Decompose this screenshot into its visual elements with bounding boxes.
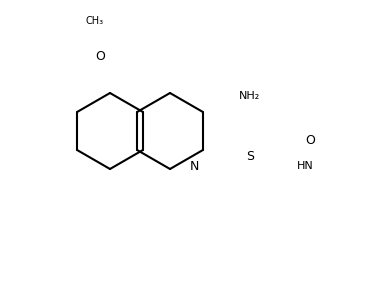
Text: CH₃: CH₃ [86, 16, 104, 26]
Text: S: S [246, 150, 254, 162]
Text: O: O [305, 134, 315, 148]
Text: HN: HN [296, 161, 314, 171]
Text: NH₂: NH₂ [239, 91, 261, 101]
Text: N: N [189, 160, 199, 172]
Text: O: O [95, 49, 105, 63]
